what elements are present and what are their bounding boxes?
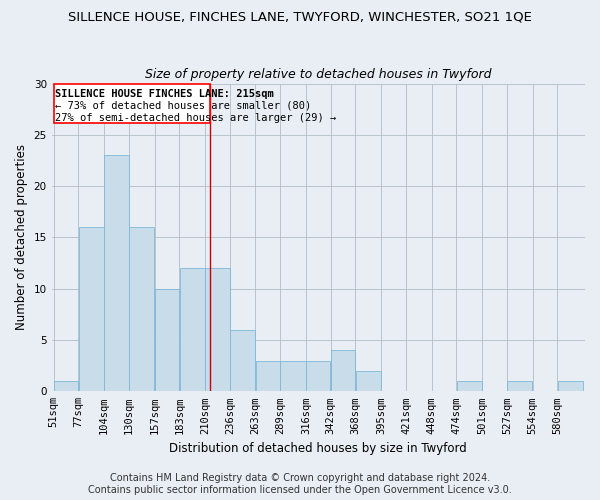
Bar	[507, 381, 532, 392]
Bar	[54, 381, 78, 392]
Bar	[306, 360, 331, 392]
Bar	[205, 268, 230, 392]
Bar	[280, 360, 306, 392]
Text: ← 73% of detached houses are smaller (80): ← 73% of detached houses are smaller (80…	[55, 101, 311, 111]
Bar	[331, 350, 355, 392]
Y-axis label: Number of detached properties: Number of detached properties	[15, 144, 28, 330]
Bar	[179, 268, 205, 392]
Bar	[256, 360, 280, 392]
Bar	[230, 330, 255, 392]
Bar	[129, 227, 154, 392]
Bar	[155, 288, 179, 392]
Text: Contains HM Land Registry data © Crown copyright and database right 2024.
Contai: Contains HM Land Registry data © Crown c…	[88, 474, 512, 495]
Bar	[79, 227, 104, 392]
Bar	[457, 381, 482, 392]
Bar	[557, 381, 583, 392]
Bar	[356, 371, 381, 392]
Text: SILLENCE HOUSE, FINCHES LANE, TWYFORD, WINCHESTER, SO21 1QE: SILLENCE HOUSE, FINCHES LANE, TWYFORD, W…	[68, 10, 532, 23]
X-axis label: Distribution of detached houses by size in Twyford: Distribution of detached houses by size …	[169, 442, 467, 455]
Bar	[104, 156, 128, 392]
Text: SILLENCE HOUSE FINCHES LANE: 215sqm: SILLENCE HOUSE FINCHES LANE: 215sqm	[55, 88, 274, 99]
Title: Size of property relative to detached houses in Twyford: Size of property relative to detached ho…	[145, 68, 491, 81]
Bar	[53, 84, 210, 122]
Text: 27% of semi-detached houses are larger (29) →: 27% of semi-detached houses are larger (…	[55, 114, 336, 124]
